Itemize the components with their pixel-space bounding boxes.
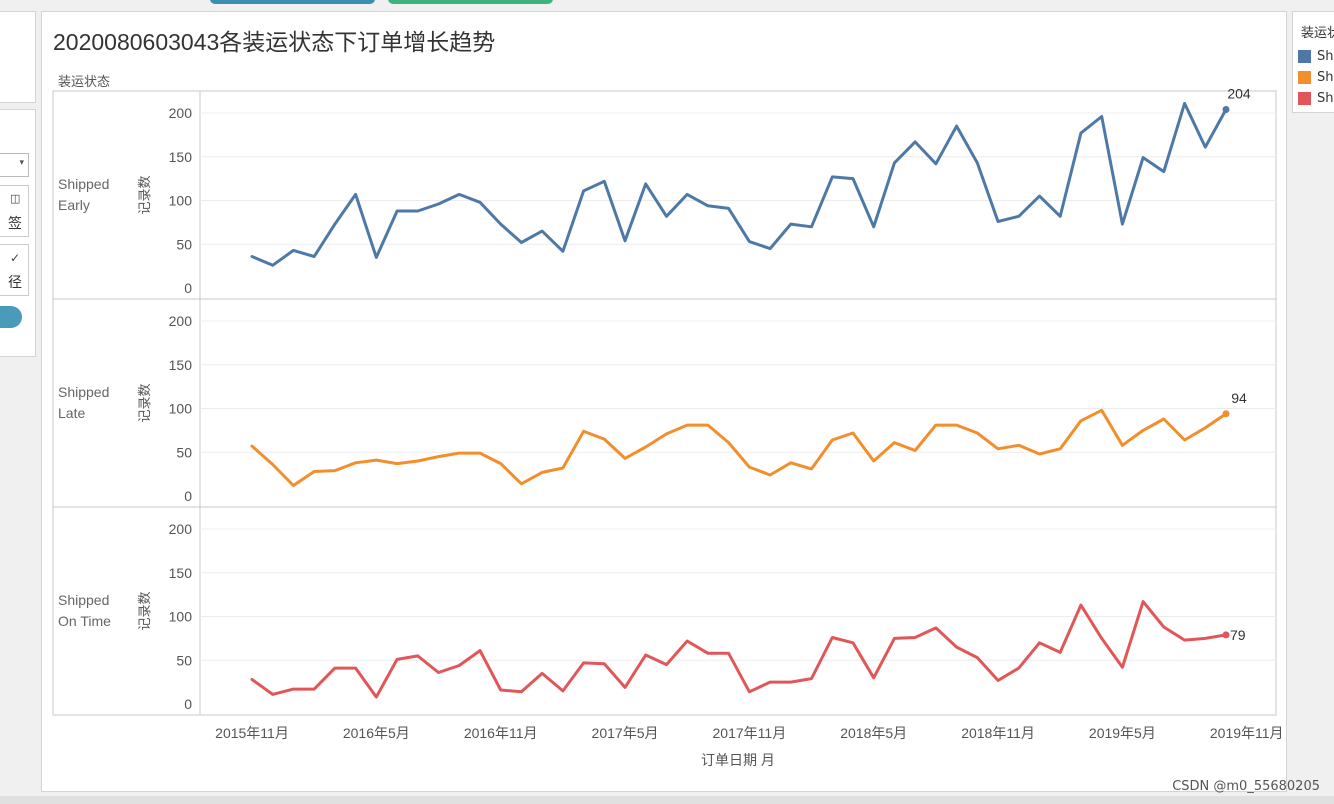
y-tick-label: 150 <box>169 565 193 581</box>
series-line <box>250 408 1228 487</box>
top-tab-button-2[interactable] <box>388 0 553 4</box>
top-tab-button-1[interactable] <box>210 0 375 4</box>
x-tick-label: 2018年5月 <box>840 725 907 741</box>
y-tick-label: 200 <box>169 521 193 537</box>
y-tick-label: 100 <box>169 193 193 209</box>
row-label: Late <box>58 405 85 421</box>
legend-swatch <box>1298 50 1311 63</box>
x-tick-label: 2017年11月 <box>713 725 787 741</box>
data-label: 204 <box>1227 86 1251 102</box>
y-tick-label: 0 <box>184 696 192 712</box>
left-label-b: 径 <box>8 275 22 291</box>
panel-border <box>52 506 1277 716</box>
y-tick-label: 50 <box>176 236 192 252</box>
x-axis-title: 订单日期 月 <box>701 752 775 768</box>
chevron-down-icon: ▾ <box>19 158 24 168</box>
legend-swatch <box>1298 92 1311 105</box>
x-tick-label: 2017年5月 <box>592 725 659 741</box>
left-card-controls: ▾ ◫ 签 ✓ 径 <box>0 109 36 357</box>
watermark: CSDN @m0_55680205 <box>1172 779 1320 794</box>
panel-shipped-late: 0 50 100 150 200 Shipped Late 记录数 94 <box>52 298 1277 508</box>
legend-panel: 装运状态 Shipped Early Shipped Late Shipped … <box>1292 11 1334 113</box>
chart-title: 2020080603043各装运状态下订单增长趋势 <box>53 29 495 55</box>
x-axis: 2015年11月 2016年5月 2016年11月 2017年5月 2017年11月 20… <box>215 725 1283 741</box>
y-tick-label: 50 <box>176 444 192 460</box>
panel-shipped-early: 0 50 100 150 200 Shipped Early 记录数 204 <box>52 86 1277 300</box>
legend-item-shipped-early[interactable]: Shipped Early <box>1298 49 1334 65</box>
chart-panels: 0 50 100 150 200 Shipped Early 记录数 204 0 50 100 150 2… <box>52 86 1277 716</box>
y-tick-label: 50 <box>176 652 192 668</box>
y-axis-title: 记录数 <box>137 591 152 630</box>
left-checkbox-card-b[interactable]: ✓ 径 <box>0 244 29 296</box>
x-tick-label: 2019年11月 <box>1210 725 1284 741</box>
left-label-a: 签 <box>8 216 22 232</box>
y-tick-label: 100 <box>169 401 193 417</box>
row-label: Early <box>58 197 90 213</box>
legend-swatch <box>1298 71 1311 84</box>
y-tick-label: 0 <box>184 488 192 504</box>
x-tick-label: 2016年5月 <box>343 725 410 741</box>
panel-border <box>52 298 1277 508</box>
legend-label: Shipped Early <box>1317 49 1334 64</box>
legend-item-shipped-on-time[interactable]: Shipped On Time <box>1298 91 1334 107</box>
facet-header-label: 装运状态 <box>58 74 110 89</box>
y-tick-label: 150 <box>169 149 193 165</box>
row-label: On Time <box>58 613 111 629</box>
legend-item-shipped-late[interactable]: Shipped Late <box>1298 70 1334 86</box>
panel-shipped-on-time: 0 50 100 150 200 Shipped On Time 记录数 79 <box>52 506 1277 716</box>
label-icon: ◫ <box>10 192 21 205</box>
x-tick-label: 2018年11月 <box>961 725 1035 741</box>
series-line <box>250 101 1228 267</box>
x-tick-label: 2016年11月 <box>464 725 538 741</box>
y-tick-label: 0 <box>184 280 192 296</box>
end-point <box>1222 106 1230 113</box>
y-tick-label: 200 <box>169 105 193 121</box>
y-tick-label: 150 <box>169 357 193 373</box>
x-tick-label: 2015年11月 <box>215 725 289 741</box>
end-point <box>1222 631 1230 639</box>
data-label: 79 <box>1230 627 1246 643</box>
row-label: Shipped <box>58 176 109 192</box>
y-tick-label: 100 <box>169 609 193 625</box>
sheet-tabs-bar <box>0 796 1334 804</box>
check-icon: ✓ <box>10 251 21 265</box>
y-axis-title: 记录数 <box>137 175 152 214</box>
end-point <box>1222 410 1230 418</box>
y-tick-label: 200 <box>169 313 193 329</box>
left-dropdown[interactable]: ▾ <box>0 153 29 177</box>
legend-label: Shipped On Time <box>1317 91 1334 106</box>
left-card-top <box>0 11 36 103</box>
left-toggle-button[interactable] <box>0 306 22 328</box>
row-label: Shipped <box>58 384 109 400</box>
row-label: Shipped <box>58 592 109 608</box>
x-tick-label: 2019年5月 <box>1089 725 1156 741</box>
top-toolbar-strip <box>0 0 1334 8</box>
left-checkbox-card-a[interactable]: ◫ 签 <box>0 185 29 237</box>
series-line <box>250 600 1228 699</box>
legend-label: Shipped Late <box>1317 70 1334 85</box>
data-label: 94 <box>1231 390 1247 406</box>
y-axis-title: 记录数 <box>137 383 152 422</box>
legend-title: 装运状态 <box>1301 26 1334 41</box>
